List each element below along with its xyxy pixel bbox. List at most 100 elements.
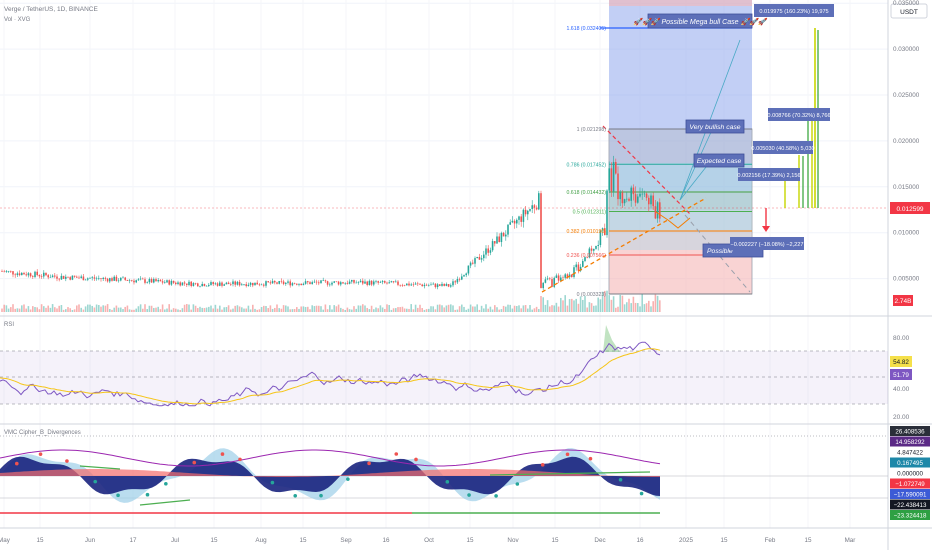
rsi-overbought-fill — [603, 325, 620, 352]
volume-bar-208 — [458, 306, 461, 312]
price-tick-1: 0.030000 — [893, 46, 920, 53]
volume-bar-100 — [221, 309, 223, 312]
time-label-6: Aug — [255, 537, 267, 544]
volume-bar-243 — [535, 306, 538, 312]
candle-body-34 — [76, 276, 78, 278]
candle-body-99 — [219, 282, 221, 286]
vmc-value-badge-8 — [890, 510, 930, 520]
volume-bar-25 — [56, 308, 58, 312]
candle-body-115 — [254, 282, 256, 286]
candle-body-177 — [390, 281, 393, 283]
candle-body-51 — [113, 276, 115, 281]
volume-bar-167 — [368, 309, 371, 312]
candle-body-221 — [487, 248, 489, 253]
volume-bar-180 — [397, 307, 399, 312]
volume-bar-38 — [84, 306, 87, 312]
target-small-box[interactable] — [738, 168, 800, 181]
volume-bar-14 — [32, 306, 34, 312]
volume-bar-247 — [544, 304, 547, 312]
volume-bar-257 — [566, 305, 569, 312]
candle-body-205 — [452, 281, 454, 286]
candle-body-47 — [104, 277, 107, 279]
volume-bar-128 — [282, 305, 285, 312]
vmc-value-badge-3 — [890, 457, 930, 468]
volume-bar-134 — [296, 307, 298, 312]
volume-bar-4 — [10, 307, 12, 312]
very-bullish-box[interactable] — [685, 119, 745, 134]
candle-body-90 — [199, 286, 201, 287]
volume-bar-168 — [370, 305, 373, 312]
candle-body-167 — [368, 280, 371, 285]
volume-bar-109 — [241, 307, 243, 312]
candle-body-27 — [60, 275, 63, 280]
volume-bar-0 — [1, 308, 3, 312]
vmc-divergence-1 — [79, 465, 121, 470]
volume-bar-218 — [480, 305, 483, 312]
time-label-11: 15 — [466, 537, 474, 544]
candle-body-39 — [87, 278, 89, 280]
volume-bar-172 — [379, 305, 382, 312]
candle-body-107 — [236, 281, 239, 285]
candle-body-13 — [29, 273, 32, 277]
mega-bull-box[interactable] — [647, 13, 753, 29]
volume-bar-231 — [509, 304, 511, 312]
vmc-value-badge-4 — [890, 468, 930, 478]
volume-bar-88 — [194, 305, 197, 312]
candle-body-28 — [62, 275, 65, 279]
volume-bar-118 — [260, 307, 263, 312]
target-very-box[interactable] — [768, 108, 830, 121]
volume-bar-110 — [243, 308, 245, 312]
volume-bar-51 — [113, 307, 115, 312]
volume-bar-132 — [291, 309, 294, 312]
volume-bar-253 — [557, 306, 560, 312]
volume-bar-63 — [139, 304, 142, 312]
volume-bar-154 — [340, 307, 342, 312]
candle-body-293 — [645, 193, 648, 198]
candle-body-140 — [309, 282, 311, 285]
target-down-box[interactable] — [730, 237, 804, 250]
vmc-dot-21 — [540, 463, 545, 467]
volume-bar-136 — [300, 306, 302, 312]
volume-bar-207 — [456, 309, 459, 312]
volume-bar-259 — [571, 298, 573, 312]
expected-box[interactable] — [693, 153, 745, 168]
volume-bar-46 — [102, 305, 104, 312]
candle-body-194 — [428, 285, 430, 286]
candle-body-92 — [203, 283, 206, 287]
candle-body-279 — [615, 162, 617, 174]
volume-bar-260 — [573, 300, 575, 312]
candle-body-112 — [247, 284, 250, 287]
candle-body-209 — [461, 276, 463, 280]
volume-bar-214 — [472, 306, 474, 312]
candle-body-230 — [507, 224, 509, 235]
target-arrow-down — [762, 226, 770, 232]
volume-bar-258 — [568, 299, 571, 312]
volume-bar-19 — [43, 306, 45, 312]
target-down-label: −0.002227 (−18.08%) −2,227 — [731, 242, 804, 248]
candle-body-49 — [109, 278, 111, 282]
vmc-dot-1 — [38, 452, 43, 456]
price-candles — [1, 155, 661, 291]
volume-bar-162 — [357, 305, 360, 312]
target-mega-box[interactable] — [754, 4, 834, 17]
target-expected-box[interactable] — [753, 141, 813, 154]
candle-body-290 — [639, 193, 641, 197]
candle-body-157 — [346, 282, 349, 284]
volume-bar-255 — [562, 300, 564, 312]
candle-body-117 — [258, 284, 261, 286]
vmc-title: VMC Cipher_B_Divergences — [4, 430, 81, 436]
projection-zone-red-top — [609, 0, 752, 6]
candle-body-276 — [608, 168, 610, 191]
time-label-13: 15 — [551, 537, 559, 544]
volume-bar-170 — [375, 307, 377, 312]
volume-bar-159 — [351, 309, 353, 312]
candle-body-273 — [601, 228, 604, 231]
volume-bar-93 — [205, 307, 208, 312]
currency-button[interactable] — [890, 3, 928, 19]
candle-body-257 — [566, 274, 569, 278]
volume-bar-99 — [219, 305, 221, 312]
vmc-value-5: −1.072749 — [895, 481, 925, 488]
volume-bar-76 — [168, 304, 170, 312]
candle-body-234 — [516, 219, 518, 224]
